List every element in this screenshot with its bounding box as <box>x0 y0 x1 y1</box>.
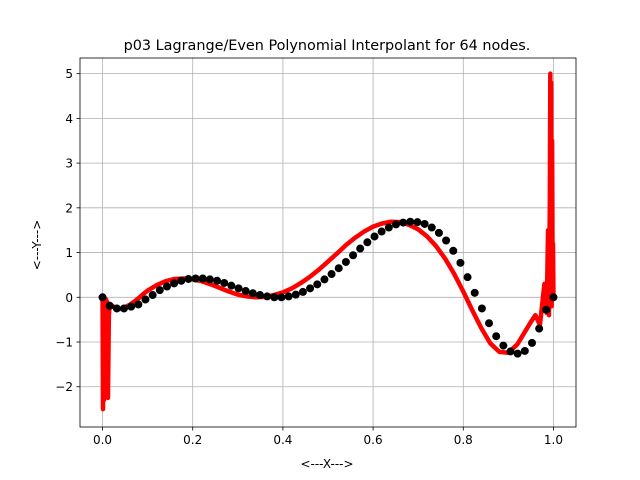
node-marker <box>513 349 522 358</box>
x-tick-label: 0.6 <box>364 433 383 447</box>
node-marker <box>298 287 307 296</box>
node-marker <box>191 274 200 283</box>
node-marker <box>549 293 558 302</box>
node-marker <box>198 274 207 283</box>
y-tick-label: 4 <box>65 112 73 126</box>
node-marker <box>456 258 465 267</box>
node-marker <box>520 346 529 355</box>
node-marker <box>406 217 415 226</box>
node-marker <box>413 218 422 227</box>
node-marker <box>427 223 436 232</box>
interpolant-line <box>100 71 556 412</box>
node-marker <box>442 236 451 245</box>
node-marker <box>420 219 429 228</box>
node-marker <box>213 276 222 285</box>
node-marker <box>349 251 358 260</box>
node-marker <box>105 301 114 310</box>
y-tick-label: −1 <box>55 336 73 350</box>
node-marker <box>134 300 143 309</box>
y-tick-label: 3 <box>65 157 73 171</box>
y-tick-label: 5 <box>65 67 73 81</box>
node-marker <box>162 282 171 291</box>
node-marker <box>377 227 386 236</box>
node-marker <box>98 293 107 302</box>
plot-area-border <box>79 57 577 428</box>
node-marker <box>370 232 379 241</box>
node-marker <box>291 290 300 299</box>
node-marker <box>263 292 272 301</box>
node-marker <box>463 273 472 282</box>
node-marker <box>384 223 393 232</box>
node-marker <box>248 289 257 298</box>
node-marker <box>141 295 150 304</box>
chart-title: p03 Lagrange/Even Polynomial Interpolant… <box>124 38 531 54</box>
node-marker <box>220 278 229 287</box>
node-marker <box>184 274 193 283</box>
x-tick-label: 1.0 <box>544 433 563 447</box>
node-marker <box>492 332 501 341</box>
y-tick-label: 2 <box>65 201 73 215</box>
x-axis-ticks: 0.0 0.2 0.4 0.6 0.8 1.0 <box>93 427 563 447</box>
node-marker <box>241 287 250 296</box>
node-marker <box>313 280 322 289</box>
node-marker <box>177 276 186 285</box>
node-marker <box>506 347 515 356</box>
y-tick-label: 1 <box>65 246 73 260</box>
y-tick-label: 0 <box>65 291 73 305</box>
node-marker <box>148 291 157 300</box>
node-marker <box>284 292 293 301</box>
node-marker <box>356 244 365 253</box>
node-marker <box>277 293 286 302</box>
node-marker <box>499 341 508 350</box>
node-marker <box>327 270 336 279</box>
node-marker <box>170 279 179 288</box>
node-marker <box>155 286 164 295</box>
node-marker <box>120 304 129 313</box>
node-marker <box>334 264 343 273</box>
node-marker <box>112 304 121 313</box>
node-marker <box>227 281 236 290</box>
node-marker <box>205 275 214 284</box>
node-marker <box>434 228 443 237</box>
node-marker <box>270 293 279 302</box>
node-marker <box>542 305 551 314</box>
node-marker <box>477 304 486 313</box>
x-tick-label: 0.4 <box>273 433 292 447</box>
node-marker <box>485 319 494 328</box>
node-marker <box>234 284 243 293</box>
node-marker <box>449 246 458 255</box>
y-axis-ticks: −2 −1 0 1 2 3 4 5 <box>55 67 80 394</box>
x-tick-label: 0.8 <box>454 433 473 447</box>
x-tick-label: 0.0 <box>93 433 112 447</box>
node-marker <box>341 257 350 266</box>
node-marker <box>306 284 315 293</box>
node-marker <box>127 302 136 311</box>
x-tick-label: 0.2 <box>183 433 202 447</box>
x-axis-label: <---X---> <box>300 457 353 471</box>
node-marker <box>392 220 400 229</box>
series-layer <box>98 71 558 412</box>
node-marker <box>320 275 329 284</box>
node-marker <box>399 218 408 227</box>
y-axis-label: <---Y---> <box>30 220 44 271</box>
y-tick-label: −2 <box>55 380 73 394</box>
node-marker <box>527 338 536 347</box>
node-marker <box>363 238 372 247</box>
node-marker <box>470 288 479 297</box>
axes-frame <box>79 57 577 428</box>
node-marker <box>256 291 264 300</box>
grid <box>80 58 576 427</box>
node-marker <box>535 324 544 333</box>
